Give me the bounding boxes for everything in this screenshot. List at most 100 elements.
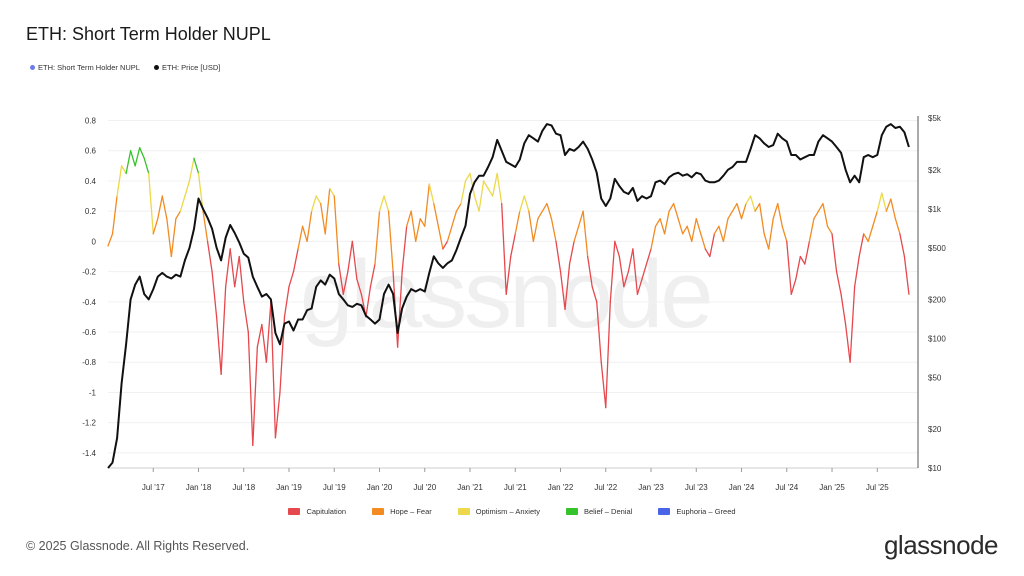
nupl-segment	[546, 202, 553, 220]
nupl-segment	[541, 202, 548, 212]
nupl-segment	[528, 210, 535, 243]
nupl-segment	[292, 248, 299, 273]
nupl-segment	[709, 233, 716, 258]
x-tick-label: Jul '18	[232, 483, 255, 492]
y-right-tick-label: $100	[928, 334, 946, 343]
y-left-tick-label: -1.4	[82, 449, 96, 458]
nupl-segment	[175, 210, 182, 220]
nupl-segment	[188, 157, 195, 182]
nupl-segment	[329, 187, 335, 197]
nupl-segment	[532, 218, 539, 243]
nupl-segment	[758, 202, 765, 235]
top-legend: ETH: Short Term Holder NUPL ETH: Price […	[30, 63, 220, 72]
nupl-segment	[749, 195, 756, 212]
nupl-segment	[623, 270, 630, 288]
nupl-segment	[369, 263, 376, 288]
swatch-icon	[288, 508, 301, 515]
zone-legend-euphoria-greed[interactable]: Euphoria – Greed	[658, 507, 736, 516]
nupl-segment	[306, 210, 313, 243]
swatch-icon	[658, 508, 671, 515]
copyright-footer: © 2025 Glassnode. All Rights Reserved.	[26, 539, 250, 553]
nupl-segment	[129, 150, 136, 167]
nupl-segment	[577, 210, 584, 227]
x-tick-label: Jul '22	[594, 483, 617, 492]
nupl-segment	[455, 202, 462, 212]
nupl-segment	[410, 210, 417, 243]
nupl-segment	[478, 180, 485, 212]
nupl-segment	[482, 180, 489, 190]
nupl-segment	[650, 225, 657, 250]
nupl-segment	[731, 202, 738, 212]
x-tick-label: Jul '24	[775, 483, 798, 492]
nupl-segment	[600, 361, 607, 409]
zone-label: Optimism – Anxiety	[475, 507, 540, 516]
nupl-segment	[365, 286, 372, 318]
nupl-segment	[772, 202, 779, 220]
legend-label-nupl: ETH: Short Term Holder NUPL	[38, 63, 140, 72]
y-right-tick-label: $200	[928, 295, 946, 304]
nupl-segment	[813, 210, 820, 220]
nupl-segment	[184, 180, 191, 197]
nupl-segment	[786, 240, 792, 295]
nupl-segment	[853, 255, 860, 288]
nupl-segment	[695, 218, 702, 235]
nupl-segment	[433, 202, 439, 227]
zone-label: Hope – Fear	[390, 507, 432, 516]
nupl-segment	[406, 210, 412, 227]
y-right-tick-label: $50	[928, 373, 942, 382]
nupl-segment	[835, 270, 842, 295]
nupl-segment	[148, 172, 154, 235]
nupl-segment	[383, 195, 390, 212]
nupl-segment	[157, 195, 163, 220]
y-left-tick-label: -0.6	[82, 328, 96, 337]
nupl-segment	[152, 218, 159, 235]
nupl-segment	[740, 202, 747, 220]
y-left-tick-label: 0.2	[85, 207, 97, 216]
nupl-segment	[491, 172, 498, 197]
zone-legend-belief-denial[interactable]: Belief – Denial	[565, 507, 632, 516]
nupl-segment	[605, 301, 611, 409]
nupl-segment	[120, 165, 127, 175]
nupl-segment	[161, 195, 168, 220]
zone-legend-hope-fear[interactable]: Hope – Fear	[372, 507, 432, 516]
nupl-segment	[510, 233, 516, 258]
x-tick-label: Jan '23	[638, 483, 664, 492]
nupl-segment	[170, 218, 177, 258]
y-left-tick-label: 0.6	[85, 147, 97, 156]
legend-item-price[interactable]: ETH: Price [USD]	[153, 63, 220, 72]
nupl-segment	[487, 187, 494, 197]
zone-legend-capitulation[interactable]: Capitulation	[288, 507, 346, 516]
legend-item-nupl[interactable]: ETH: Short Term Holder NUPL	[30, 63, 140, 72]
chart-title: ETH: Short Term Holder NUPL	[26, 24, 271, 44]
nupl-segment	[333, 195, 340, 265]
nupl-segment	[514, 210, 521, 235]
nupl-segment	[704, 248, 711, 258]
nupl-segment	[804, 240, 811, 265]
nupl-segment	[347, 240, 354, 273]
nupl-segment	[464, 172, 471, 182]
nupl-segment	[718, 225, 725, 243]
nupl-segment	[899, 233, 906, 258]
zone-legend-optimism-anxiety[interactable]: Optimism – Anxiety	[457, 507, 540, 516]
nupl-segment	[881, 192, 887, 212]
nupl-segment	[419, 218, 426, 227]
nupl-segment	[202, 210, 209, 243]
nupl-segment	[206, 240, 213, 273]
nupl-segment	[451, 210, 458, 227]
nupl-segment	[618, 255, 625, 288]
glassnode-logo[interactable]: glassnode	[883, 530, 999, 560]
nupl-segment	[609, 240, 616, 303]
nupl-segment	[885, 198, 892, 212]
nupl-segment	[858, 233, 865, 258]
nupl-segment	[682, 225, 688, 235]
y-right-tick-label: $1k	[928, 205, 942, 214]
nupl-segment	[415, 218, 421, 243]
nupl-segment	[844, 323, 851, 363]
nupl-segment	[274, 391, 281, 439]
x-tick-label: Jan '18	[186, 483, 212, 492]
nupl-segment	[849, 286, 856, 363]
x-tick-label: Jul '21	[504, 483, 527, 492]
nupl-segment	[270, 301, 277, 439]
nupl-segment	[143, 157, 150, 175]
